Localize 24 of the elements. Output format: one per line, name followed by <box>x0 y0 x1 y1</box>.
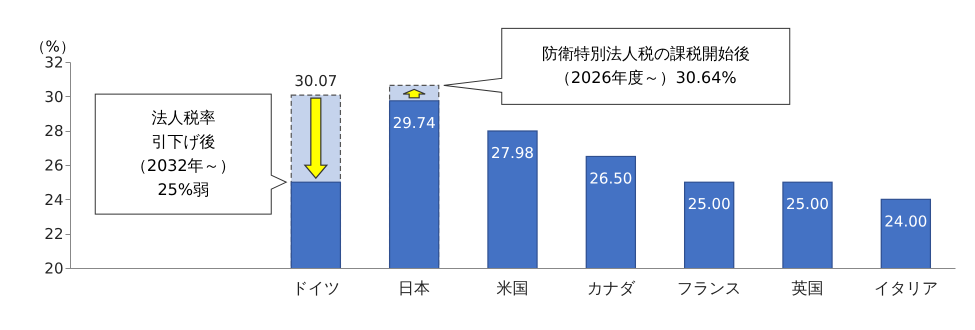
x-tick-label: 英国 <box>792 278 824 298</box>
data-label: 30.07 <box>294 72 338 90</box>
data-label: 25.00 <box>688 195 731 214</box>
x-tick-label: カナダ <box>586 278 636 298</box>
annotation: 防衛特別法人税の課税開始後（2026年度～）30.64% <box>542 43 750 90</box>
y-tick-label: 26 <box>44 156 64 174</box>
data-label: 24.00 <box>884 212 928 230</box>
data-label: 26.50 <box>589 169 632 188</box>
y-tick-label: 24 <box>44 190 64 209</box>
data-label: 27.98 <box>491 144 534 162</box>
y-tick-label: 28 <box>44 122 64 140</box>
x-tick-label: イタリア <box>874 278 938 298</box>
data-label: 25.00 <box>786 195 829 214</box>
y-tick-label: 22 <box>44 225 64 244</box>
y-tick-label: 30 <box>44 88 64 106</box>
x-tick-label: 日本 <box>398 278 430 298</box>
data-label: 29.74 <box>392 114 436 132</box>
x-tick-label: 米国 <box>496 278 528 298</box>
y-tick-label: 32 <box>44 54 64 72</box>
annotation: 法人税率引下げ後（2032年～）25%弱 <box>130 107 236 202</box>
x-tick-label: フランス <box>677 278 742 298</box>
y-axis-title: （%） <box>30 38 75 56</box>
x-tick-label: ドイツ <box>292 278 340 298</box>
y-tick-label: 20 <box>44 260 64 278</box>
